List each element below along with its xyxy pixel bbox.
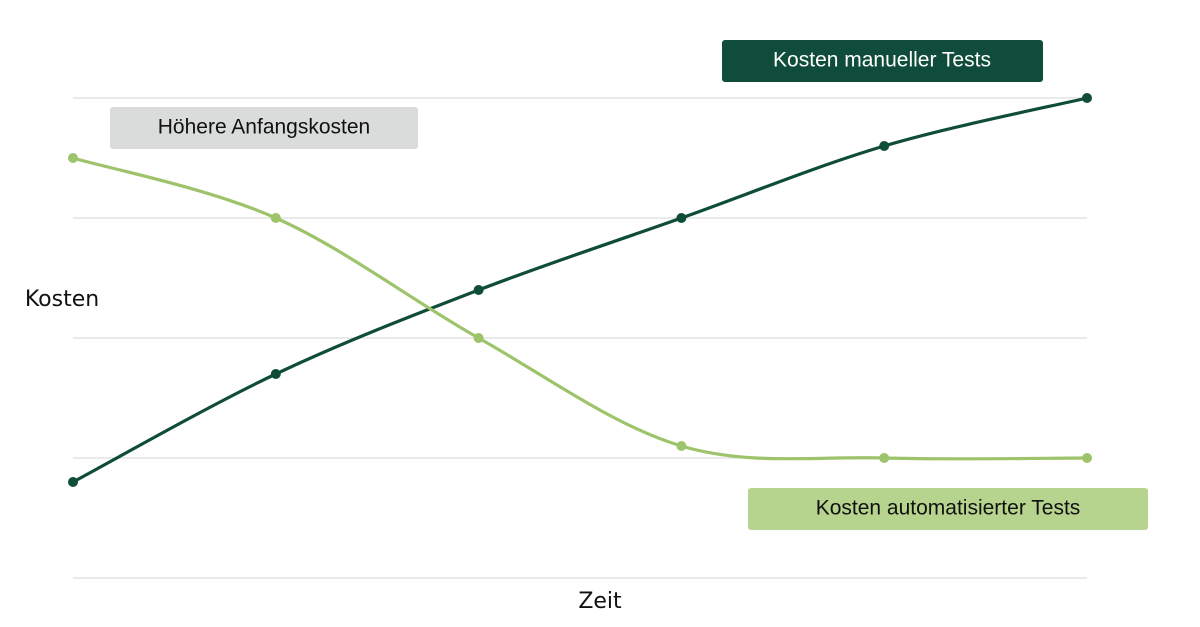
data-point	[270, 369, 281, 379]
data-point	[1082, 93, 1092, 103]
legend-entry: Kosten automatisierter Tests	[816, 497, 1081, 520]
series-label-box	[722, 40, 1043, 82]
y-axis-label: Kosten	[25, 287, 99, 312]
data-point	[270, 213, 281, 223]
data-point	[879, 141, 890, 151]
data-point	[676, 213, 687, 223]
plot-area	[68, 93, 1092, 487]
data-point	[676, 441, 687, 451]
series-label-box	[748, 488, 1148, 530]
data-point	[879, 453, 890, 463]
series-line	[72, 156, 1088, 461]
x-axis-label: Zeit	[578, 589, 622, 614]
data-point	[68, 153, 78, 163]
data-point	[473, 333, 484, 343]
annotation: Höhere Anfangskosten	[158, 116, 370, 139]
data-point	[68, 477, 78, 487]
series-line	[72, 96, 1088, 484]
data-point	[1082, 453, 1092, 463]
legend-entry: Kosten manueller Tests	[773, 49, 991, 72]
annotation-box	[110, 107, 418, 149]
data-point	[473, 285, 484, 295]
